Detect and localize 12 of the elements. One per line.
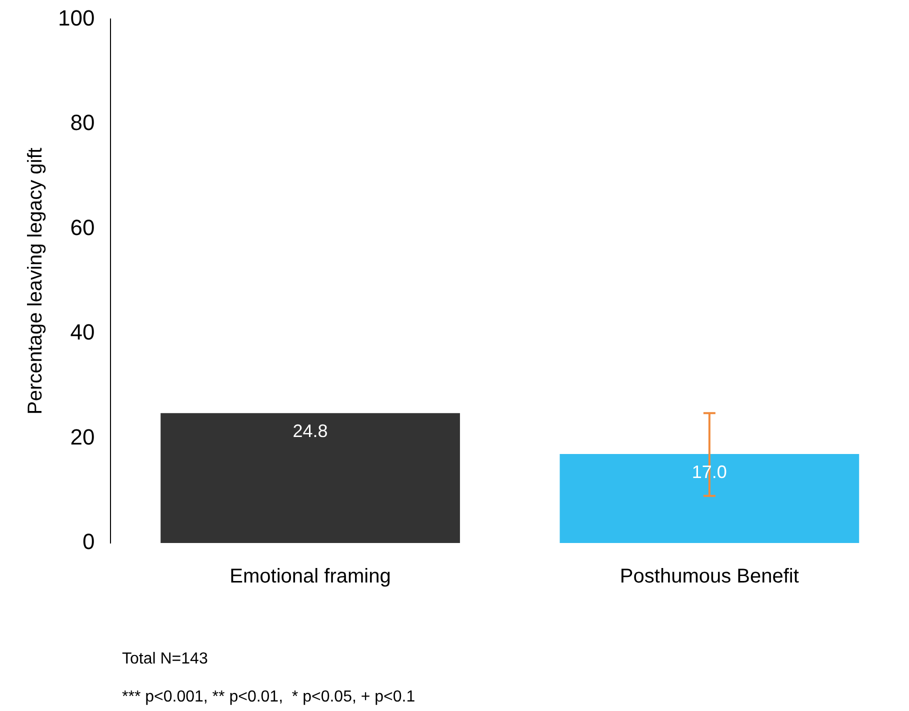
x-tick-label: Posthumous Benefit <box>620 566 800 588</box>
text: Total N=143 <box>122 650 208 668</box>
y-tick-label: 0 <box>82 529 95 554</box>
y-tick-label: 100 <box>58 5 95 30</box>
y-axis-title: Percentage leaving legacy gift <box>24 147 47 415</box>
x-tick-label: Emotional framing <box>230 566 391 588</box>
y-tick-label: 60 <box>70 214 95 240</box>
y-tick-label: 40 <box>70 320 95 345</box>
text: *** p<0.001, ** p<0.01, * p<0.05, + p<0.1 <box>122 688 416 706</box>
y-tick-label: 80 <box>70 110 95 136</box>
data-label: 24.8 <box>292 421 328 442</box>
y-tick-label: 20 <box>70 424 95 450</box>
